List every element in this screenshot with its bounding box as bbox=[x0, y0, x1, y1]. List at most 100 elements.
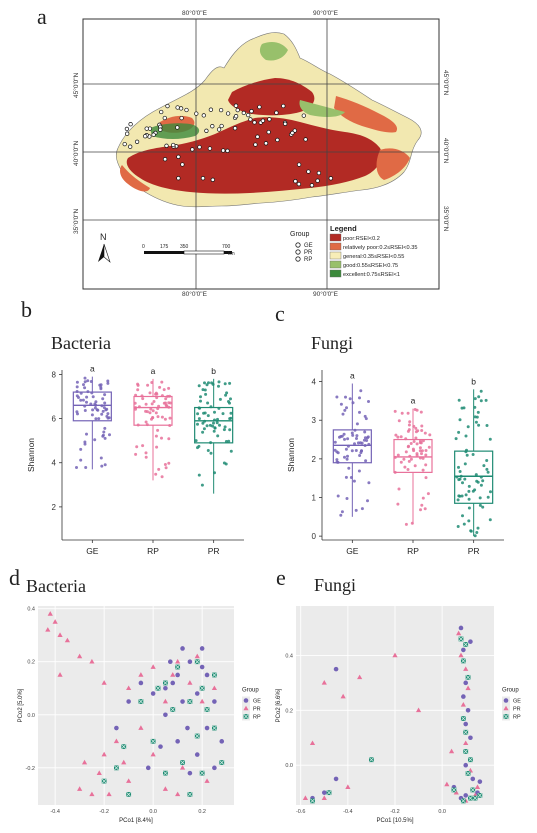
point-ge bbox=[163, 712, 168, 718]
point-pr bbox=[199, 698, 205, 704]
data-point bbox=[420, 424, 424, 428]
data-point bbox=[202, 427, 206, 431]
y-tick-label: 0.2 bbox=[285, 708, 293, 714]
data-point bbox=[409, 457, 413, 461]
sample-point bbox=[257, 104, 262, 110]
data-point bbox=[134, 393, 138, 397]
data-point bbox=[168, 424, 172, 427]
data-point bbox=[348, 397, 352, 401]
point-pr bbox=[121, 759, 127, 765]
data-point bbox=[104, 408, 108, 412]
data-point bbox=[75, 410, 79, 414]
data-point bbox=[357, 469, 361, 473]
data-point bbox=[410, 521, 414, 525]
data-point bbox=[414, 430, 418, 434]
data-point bbox=[393, 455, 397, 459]
data-point bbox=[228, 428, 232, 432]
data-point bbox=[476, 526, 480, 530]
point-ge bbox=[175, 739, 180, 744]
data-point bbox=[168, 401, 172, 405]
data-point bbox=[335, 458, 339, 462]
data-point bbox=[475, 415, 479, 419]
sample-point bbox=[232, 126, 238, 131]
data-point bbox=[423, 431, 427, 435]
point-pr bbox=[150, 664, 156, 669]
sample-point bbox=[165, 103, 170, 109]
panel-letter-d: d bbox=[9, 565, 20, 590]
data-point bbox=[482, 464, 486, 468]
plot-background bbox=[38, 606, 234, 805]
data-point bbox=[197, 417, 201, 421]
data-point bbox=[412, 440, 416, 443]
data-point bbox=[83, 440, 87, 444]
data-point bbox=[203, 381, 206, 385]
data-point bbox=[202, 411, 206, 415]
point-rp bbox=[460, 798, 466, 804]
point-ge bbox=[212, 765, 217, 771]
point-ge bbox=[138, 680, 144, 686]
point-pr bbox=[357, 674, 363, 680]
point-rp bbox=[463, 642, 469, 647]
data-point bbox=[420, 452, 423, 456]
data-point bbox=[89, 402, 93, 406]
sample-point bbox=[159, 109, 164, 115]
data-point bbox=[164, 403, 168, 407]
data-point bbox=[393, 409, 397, 413]
sample-point bbox=[249, 109, 254, 114]
data-point bbox=[211, 424, 215, 428]
box bbox=[393, 438, 433, 473]
data-point bbox=[454, 437, 458, 441]
data-point bbox=[424, 453, 428, 457]
legend-label: PR bbox=[253, 707, 261, 713]
data-point bbox=[151, 409, 155, 413]
data-point bbox=[457, 430, 461, 434]
point-pr bbox=[126, 778, 132, 783]
x-tick-label: RP bbox=[407, 546, 419, 556]
sample-point bbox=[290, 130, 295, 136]
point-pr bbox=[503, 705, 509, 711]
data-point bbox=[349, 476, 353, 479]
data-point bbox=[363, 414, 367, 418]
data-point bbox=[467, 484, 471, 488]
y-tick-label: 2 bbox=[52, 503, 57, 512]
data-point bbox=[484, 398, 488, 402]
sample-point bbox=[316, 170, 322, 176]
data-point bbox=[100, 404, 104, 408]
point-rp bbox=[503, 714, 509, 719]
point-ge bbox=[194, 691, 200, 696]
sample-point bbox=[207, 146, 213, 151]
data-point bbox=[103, 463, 107, 467]
point-ge bbox=[158, 744, 163, 749]
data-point bbox=[339, 513, 343, 517]
point-pr bbox=[179, 765, 186, 770]
data-point bbox=[206, 449, 210, 452]
data-point bbox=[196, 412, 200, 416]
point-pr bbox=[444, 781, 450, 787]
data-point bbox=[345, 497, 349, 500]
data-point bbox=[479, 483, 483, 487]
data-point bbox=[363, 430, 367, 434]
map-group-title: Group bbox=[290, 231, 310, 238]
point-pr bbox=[77, 653, 83, 659]
data-point bbox=[474, 420, 478, 424]
data-point bbox=[162, 388, 166, 392]
sample-point bbox=[248, 117, 253, 122]
data-point bbox=[162, 401, 166, 405]
panel-letter-e: e bbox=[276, 565, 286, 590]
data-point bbox=[218, 397, 222, 401]
data-point bbox=[420, 429, 424, 432]
data-point bbox=[164, 397, 168, 401]
point-pr bbox=[463, 666, 469, 671]
data-point bbox=[339, 402, 343, 406]
data-point bbox=[476, 410, 480, 414]
data-point bbox=[196, 422, 199, 426]
point-pr bbox=[47, 611, 53, 616]
sample-point bbox=[293, 179, 298, 184]
point-pr bbox=[175, 791, 181, 797]
data-point bbox=[343, 455, 346, 459]
data-point bbox=[457, 478, 461, 482]
data-point bbox=[397, 419, 401, 423]
rsei-swatch bbox=[329, 251, 342, 260]
data-point bbox=[90, 413, 94, 417]
rsei-label: poor:RSEI<0.2 bbox=[343, 236, 380, 242]
